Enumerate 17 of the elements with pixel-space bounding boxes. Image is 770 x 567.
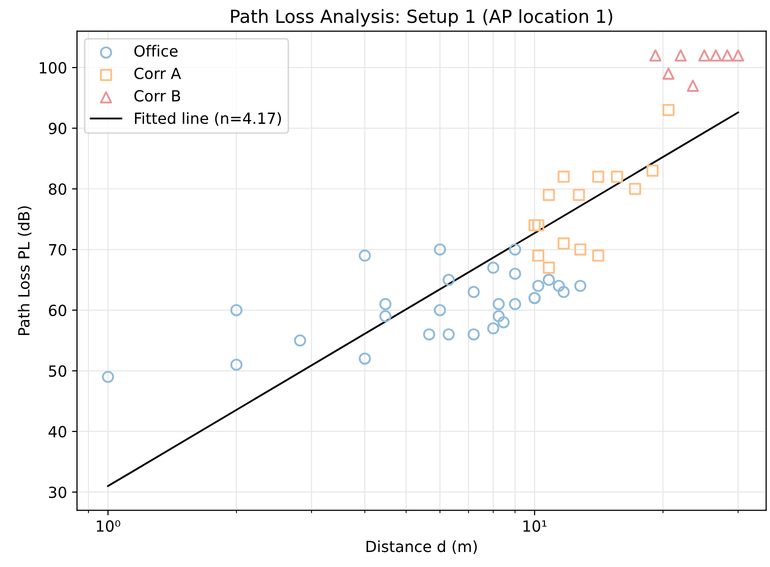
y-tick-label: 90 [48,122,66,134]
legend-label: Corr A [134,68,182,80]
y-tick-label: 50 [49,365,66,377]
y-tick-label: 30 [49,486,66,498]
y-tick-label: 80 [48,183,66,195]
y-tick-label: 100 [40,62,66,74]
legend-label: Corr B [134,90,180,102]
legend-label: Fitted line (n=4.17) [135,112,281,126]
chart-title: Path Loss Analysis: Setup 1 (AP location 1) [231,9,612,27]
x-axis-title: Distance d (m) [366,540,477,554]
y-axis-title: Path Loss PL (dB) [18,206,32,335]
y-tick-label: 70 [49,244,66,256]
y-tick-label: 60 [48,304,66,316]
x-tick-label: 10⁰ [96,520,120,532]
legend-label: Office [134,44,178,57]
y-tick-label: 40 [48,426,66,438]
x-tick-label: 10¹ [523,520,547,532]
